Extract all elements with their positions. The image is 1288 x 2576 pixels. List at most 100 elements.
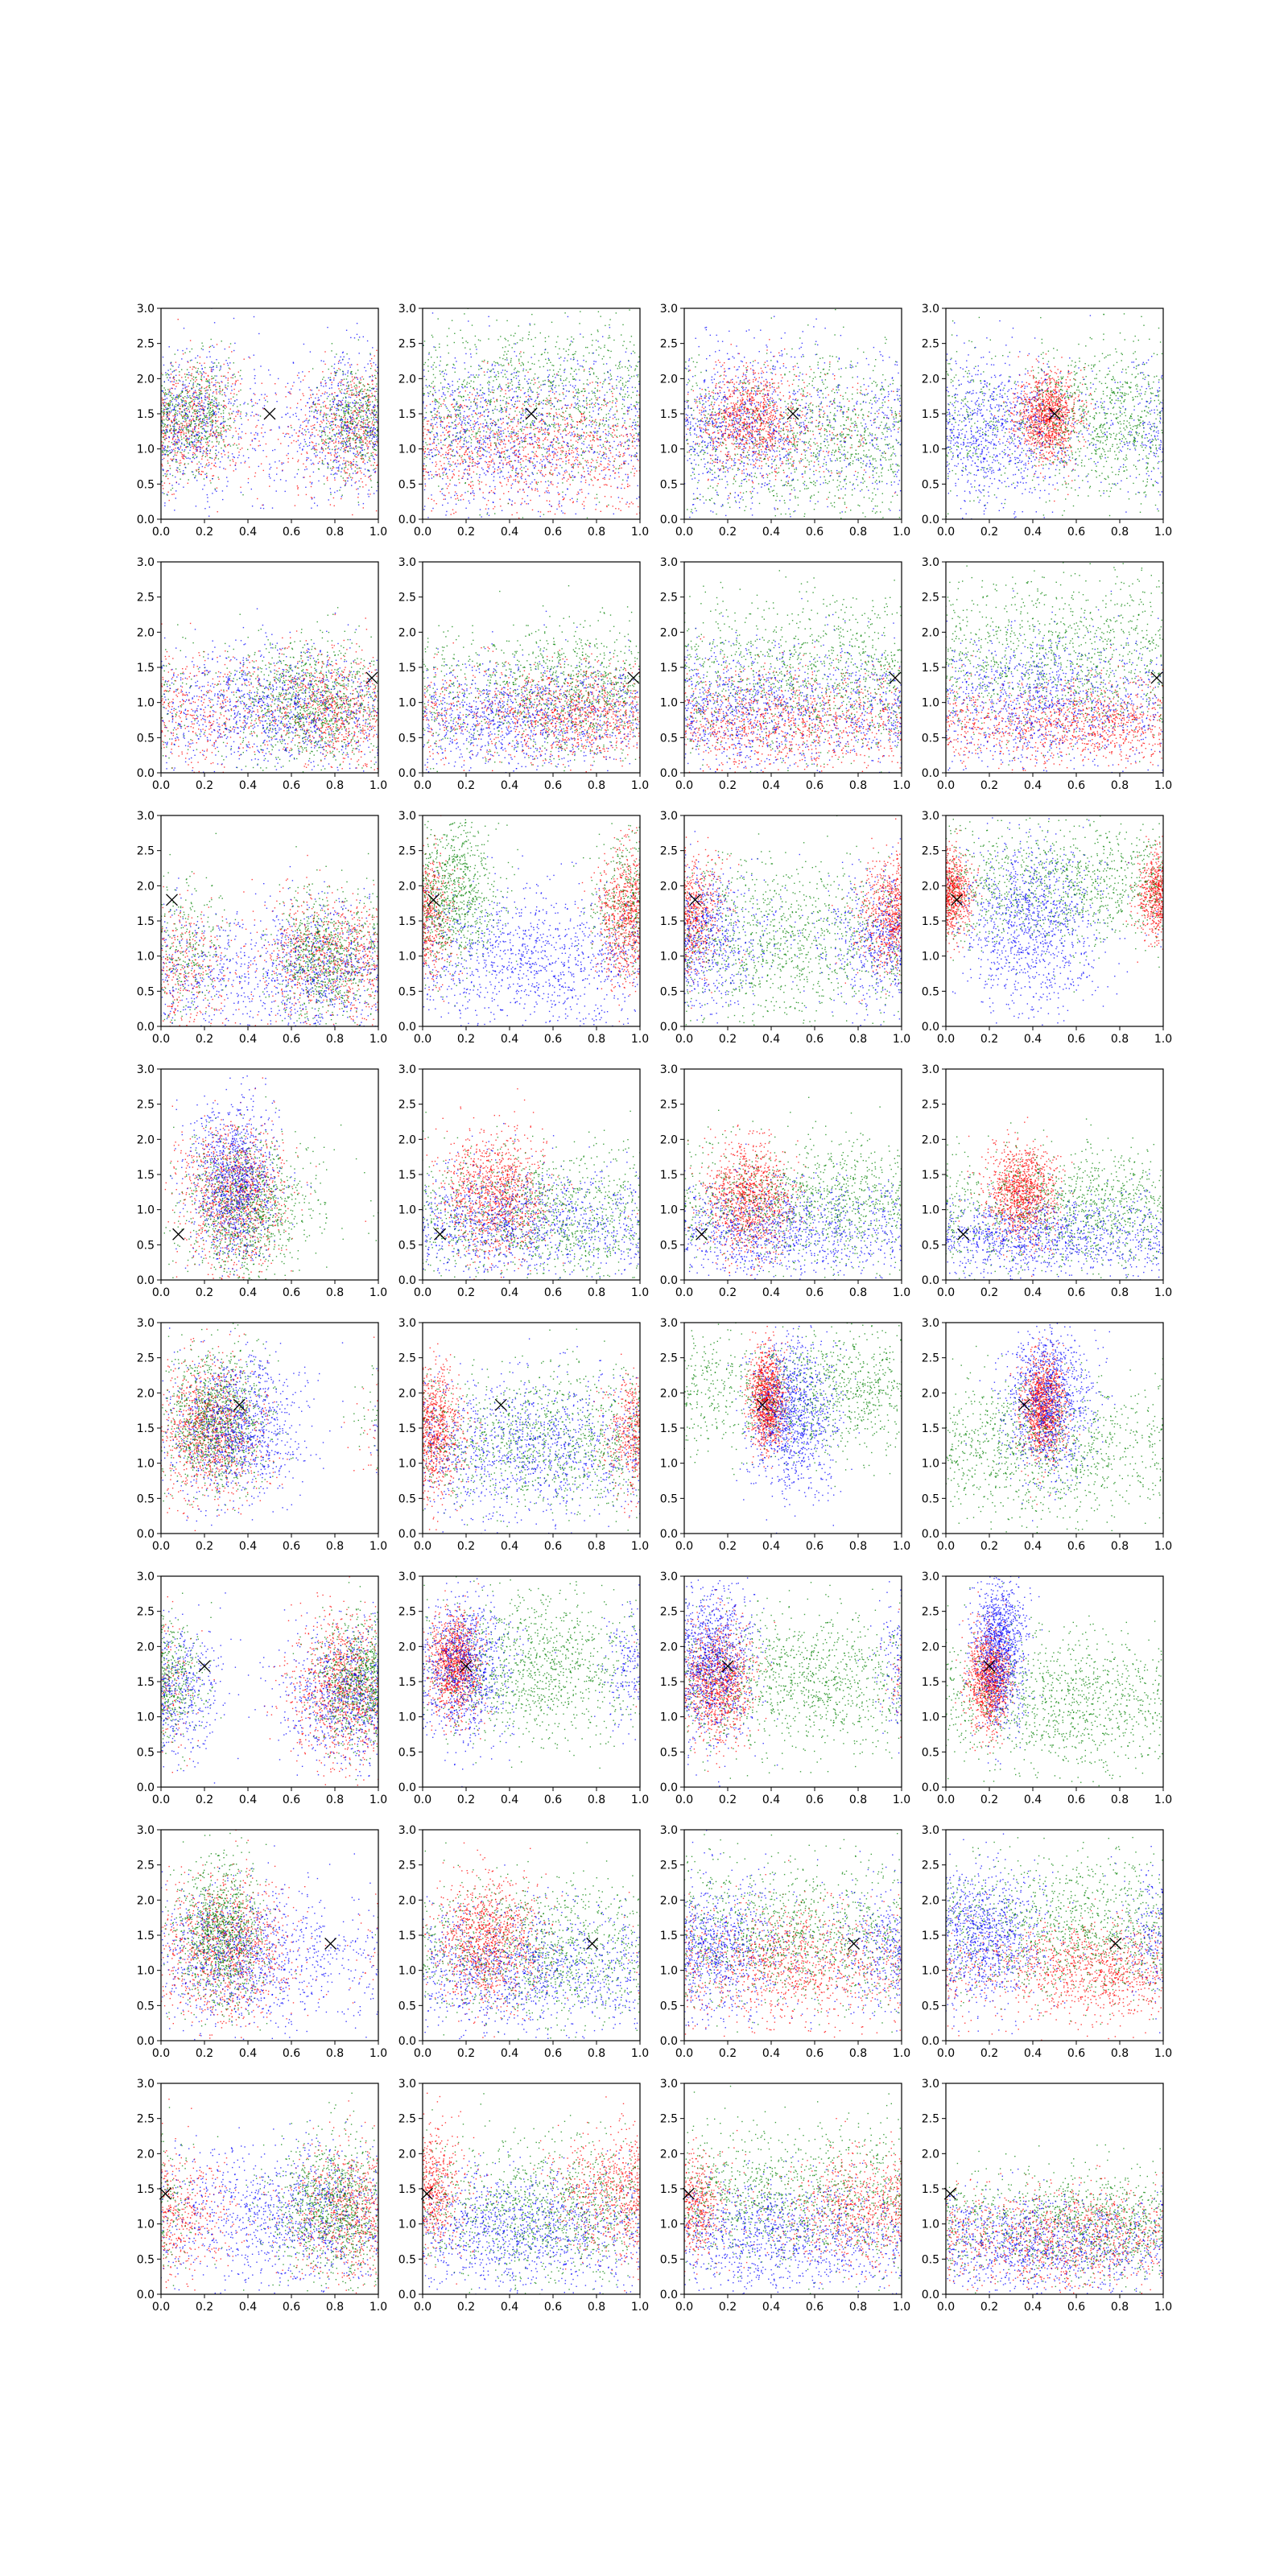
scatter-point	[173, 419, 174, 420]
scatter-point	[372, 375, 373, 376]
scatter-point	[172, 426, 173, 427]
scatter-point	[511, 429, 512, 430]
scatter-point	[442, 427, 443, 428]
scatter-point	[341, 441, 342, 442]
scatter-point	[374, 422, 375, 423]
scatter-point	[254, 378, 255, 379]
scatter-point	[603, 469, 604, 470]
scatter-point	[348, 385, 349, 386]
scatter-point	[467, 454, 468, 455]
scatter-point	[500, 499, 501, 500]
scatter-point	[340, 369, 341, 370]
scatter-point	[185, 377, 186, 378]
scatter-point	[373, 406, 374, 407]
scatter-point	[552, 474, 553, 475]
scatter-point	[269, 476, 270, 477]
scatter-point	[349, 440, 350, 441]
scatter-point	[598, 465, 599, 466]
scatter-point	[330, 407, 331, 408]
scatter-point	[207, 396, 208, 397]
scatter-point	[465, 390, 466, 391]
scatter-point	[330, 488, 331, 489]
scatter-point	[206, 453, 207, 454]
scatter-point	[322, 463, 323, 464]
scatter-point	[341, 402, 342, 403]
scatter-point	[505, 390, 506, 391]
scatter-point	[325, 435, 326, 436]
scatter-point	[336, 490, 337, 491]
scatter-point	[329, 388, 330, 389]
scatter-point	[172, 403, 173, 404]
scatter-point	[527, 475, 528, 476]
scatter-point	[361, 444, 362, 445]
scatter-point	[371, 393, 372, 394]
scatter-point	[208, 436, 209, 437]
scatter-point	[499, 384, 500, 385]
scatter-point	[352, 376, 353, 377]
scatter-point	[366, 417, 367, 418]
scatter-point	[479, 481, 480, 482]
scatter-point	[477, 480, 478, 481]
scatter-point	[342, 400, 343, 401]
scatter-point	[556, 437, 557, 438]
scatter-point	[182, 449, 183, 450]
scatter-point	[369, 493, 370, 494]
scatter-point	[175, 497, 176, 498]
scatter-point	[558, 459, 559, 460]
scatter-point	[211, 339, 212, 340]
scatter-point	[583, 413, 584, 414]
scatter-point	[218, 411, 219, 412]
scatter-point	[312, 368, 313, 369]
scatter-point	[432, 428, 433, 429]
scatter-point	[550, 442, 551, 443]
scatter-point	[370, 432, 371, 433]
scatter-point	[213, 413, 214, 414]
scatter-point	[344, 471, 345, 472]
scatter-point	[363, 435, 364, 436]
scatter-point	[176, 413, 177, 414]
scatter-point	[219, 382, 220, 383]
scatter-point	[603, 417, 604, 418]
scatter-point	[338, 467, 339, 468]
scatter-point	[233, 403, 234, 404]
scatter-point	[244, 359, 245, 360]
scatter-point	[572, 480, 573, 481]
scatter-point	[202, 345, 203, 346]
scatter-point	[361, 439, 362, 440]
scatter-point	[313, 427, 314, 428]
scatter-point	[510, 436, 511, 437]
scatter-point	[186, 441, 187, 442]
scatter-point	[201, 421, 202, 422]
scatter-point	[195, 381, 196, 382]
scatter-point	[206, 379, 207, 380]
scatter-point	[488, 388, 489, 389]
scatter-point	[257, 435, 258, 436]
scatter-point	[454, 409, 455, 410]
scatter-point	[284, 436, 285, 437]
scatter-point	[210, 451, 211, 452]
scatter-point	[332, 461, 333, 462]
scatter-point	[561, 445, 562, 446]
scatter-point	[518, 482, 519, 483]
scatter-point	[468, 491, 469, 492]
scatter-point	[189, 425, 190, 426]
scatter-point	[550, 400, 551, 401]
scatter-point	[341, 433, 342, 434]
scatter-point	[190, 405, 191, 406]
scatter-point	[283, 463, 284, 464]
scatter-point	[465, 437, 466, 438]
scatter-point	[319, 461, 320, 462]
scatter-point	[467, 422, 468, 423]
scatter-point	[177, 451, 178, 452]
scatter-point	[447, 488, 448, 489]
scatter-point	[320, 383, 321, 384]
scatter-point	[163, 419, 164, 420]
scatter-point	[354, 431, 355, 432]
scatter-point	[345, 411, 346, 412]
scatter-point	[612, 456, 613, 457]
scatter-point	[179, 469, 180, 470]
scatter-point	[320, 385, 321, 386]
scatter-point	[356, 424, 357, 425]
scatter-point	[637, 366, 638, 367]
scatter-point	[179, 403, 180, 404]
